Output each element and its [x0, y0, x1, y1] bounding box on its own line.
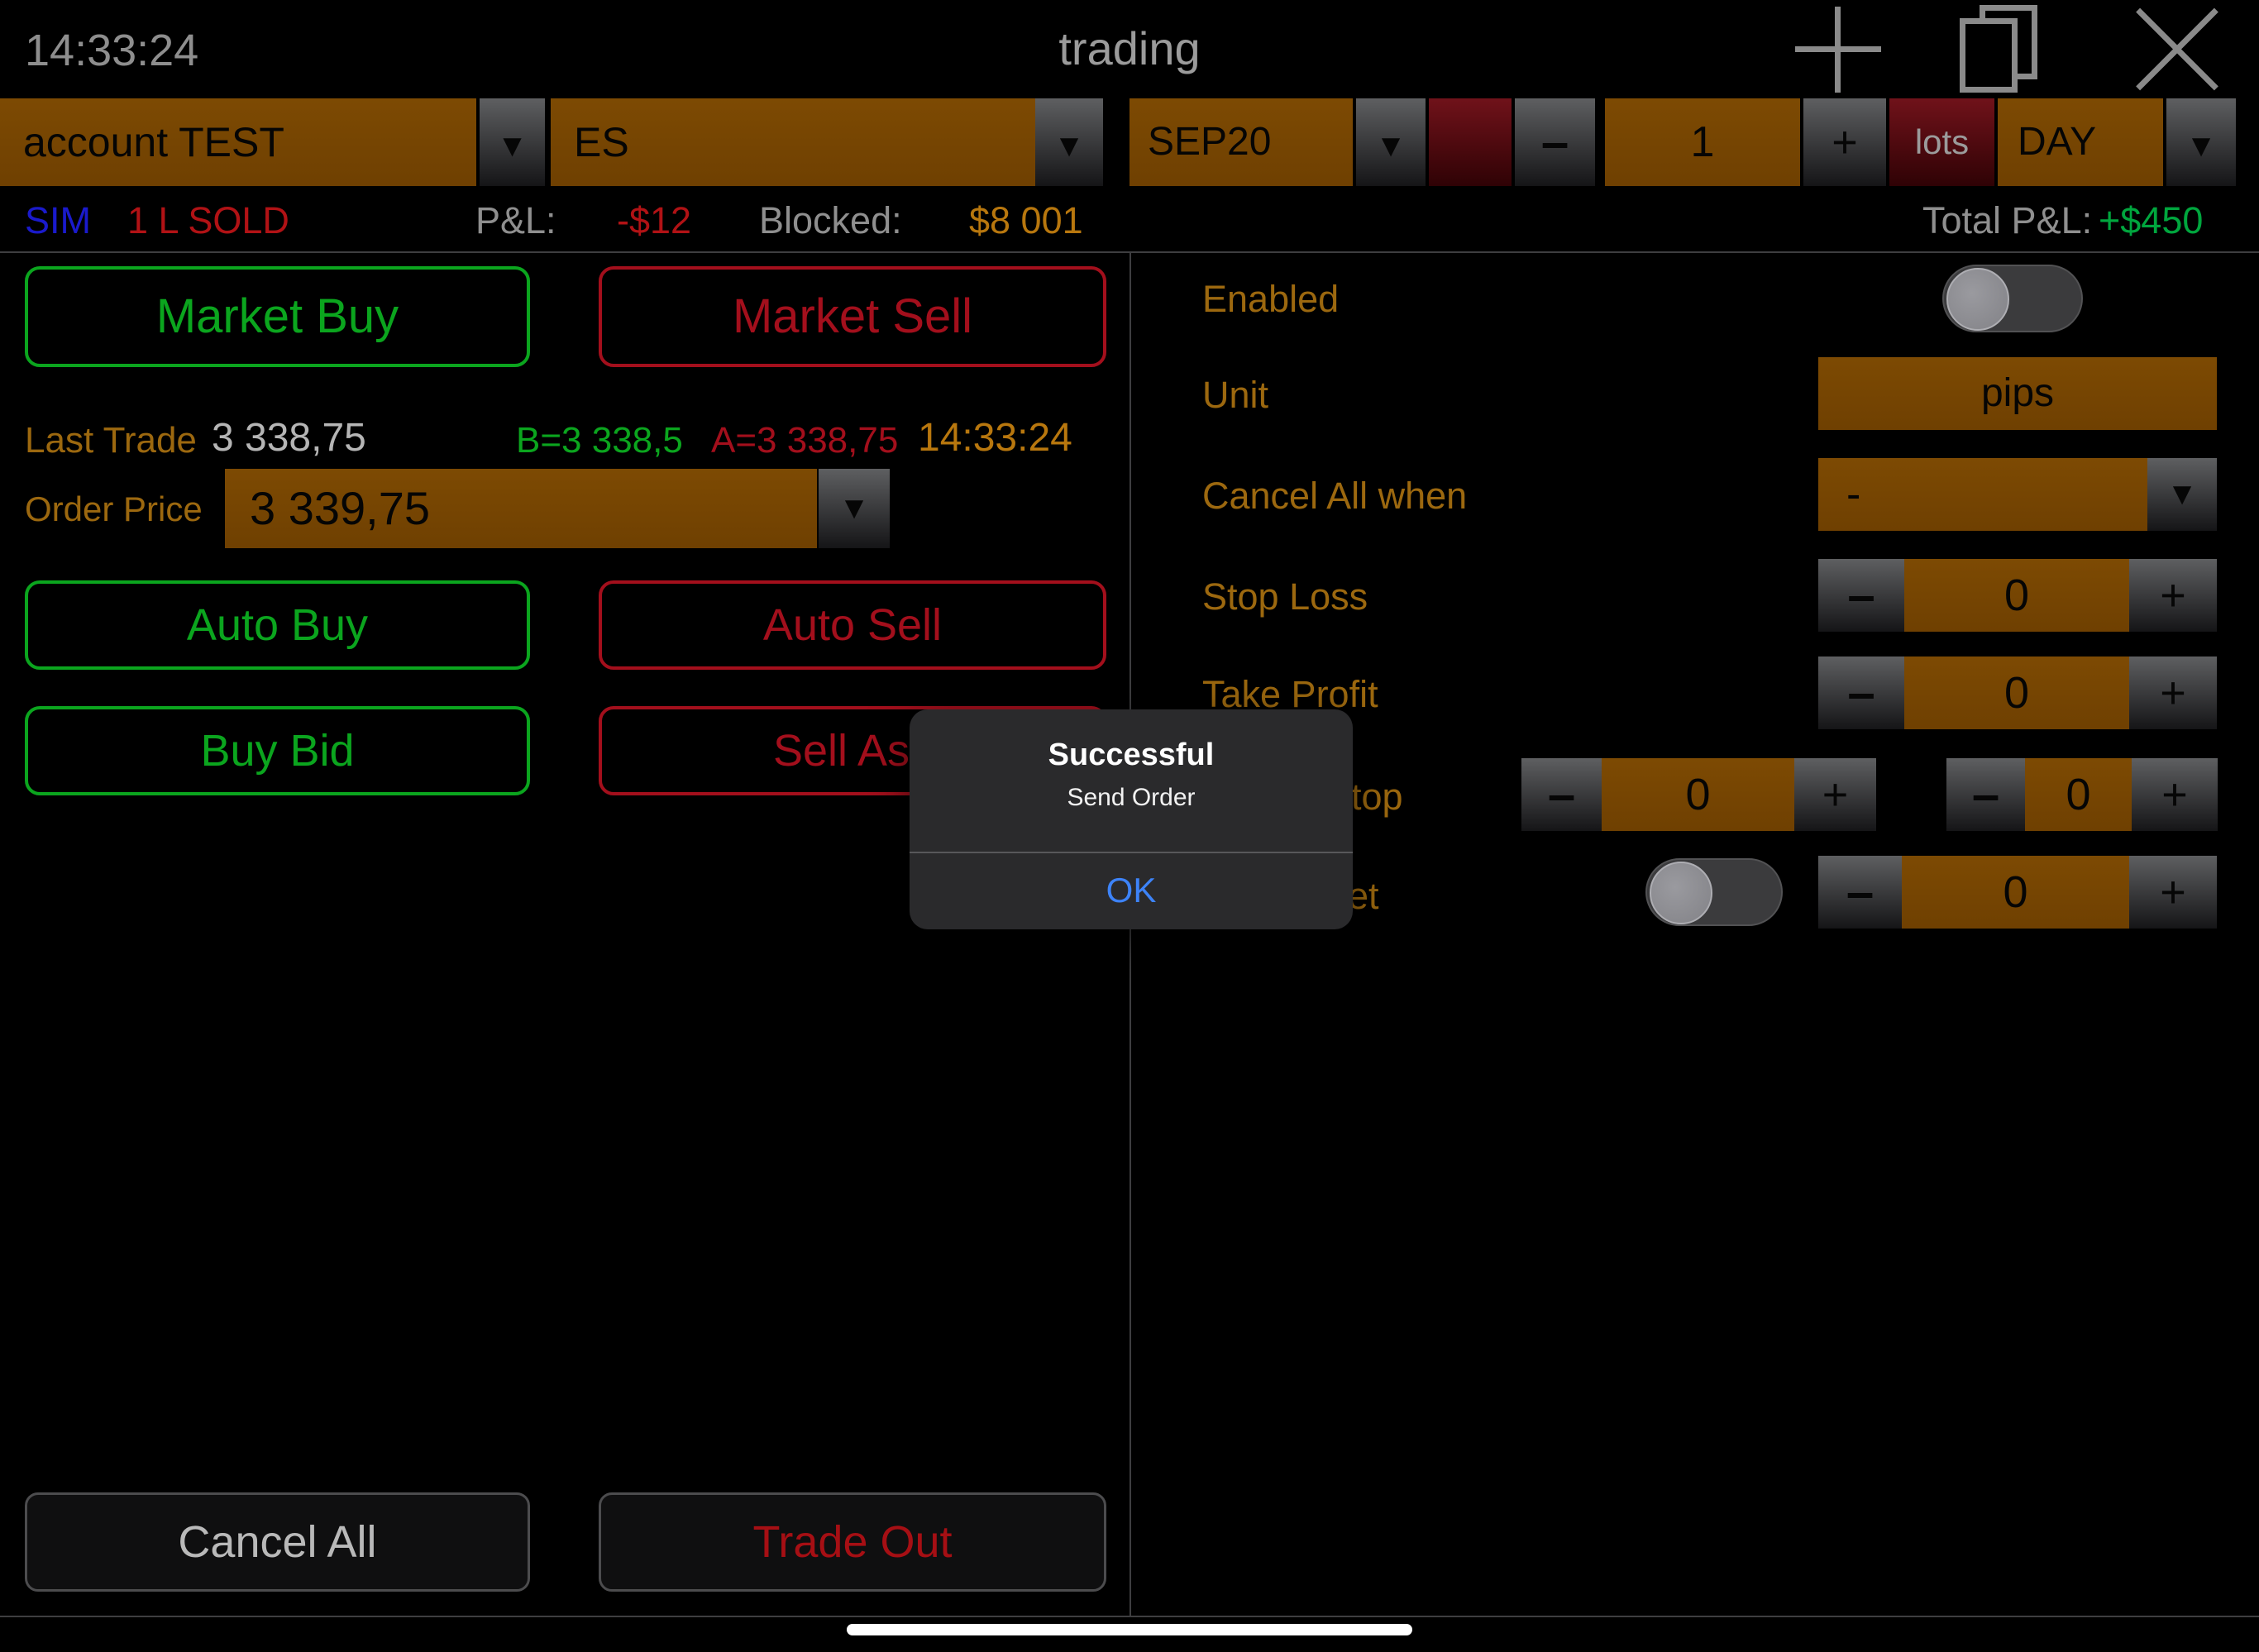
duplicate-window-icon[interactable] — [1956, 5, 2047, 94]
quote-time: 14:33:24 — [918, 416, 1072, 460]
dialog-title: Successful — [1048, 738, 1215, 772]
sim-badge: SIM — [25, 199, 92, 241]
plus-icon: + — [1822, 770, 1849, 819]
target-label-fragment: et — [1348, 875, 1379, 917]
minus-icon: – — [1847, 665, 1875, 720]
toggle-knob — [1650, 862, 1712, 924]
trailing-stop-label-fragment: top — [1351, 776, 1403, 818]
dropdown-arrow-icon: ▼ — [838, 491, 870, 526]
stop-loss-label: Stop Loss — [1202, 575, 1368, 618]
auto-buy-button[interactable]: Auto Buy — [25, 580, 530, 670]
dropdown-arrow-icon: ▼ — [2185, 129, 2217, 164]
plus-icon: + — [2160, 571, 2186, 620]
alert-dialog: Successful Send Order OK — [910, 709, 1353, 929]
plus-icon: + — [2160, 668, 2186, 718]
market-buy-button[interactable]: Market Buy — [25, 266, 530, 367]
contract-dropdown-button[interactable]: ▼ — [1356, 98, 1426, 186]
take-profit-plus-button[interactable]: + — [2129, 657, 2217, 729]
dropdown-arrow-icon: ▼ — [2166, 477, 2198, 512]
minus-icon: – — [1540, 114, 1569, 169]
dropdown-arrow-icon: ▼ — [1375, 129, 1407, 164]
minus-icon: – — [1846, 864, 1875, 919]
enabled-toggle[interactable] — [1942, 265, 2083, 332]
order-price-input[interactable]: 3 339,75 — [225, 469, 817, 548]
pnl-value: -$12 — [617, 199, 692, 241]
panel-divider — [1130, 253, 1131, 1617]
trade-out-button[interactable]: Trade Out — [599, 1492, 1106, 1592]
home-indicator[interactable] — [847, 1624, 1412, 1635]
trailing-stop-plus-button[interactable]: + — [1794, 758, 1876, 831]
trailing-step-plus-button[interactable]: + — [2132, 758, 2218, 831]
plus-icon[interactable] — [1793, 5, 1884, 94]
trailing-stop-value-1[interactable]: 0 — [1602, 758, 1794, 831]
ask-quote: A=3 338,75 — [711, 420, 899, 461]
clock: 14:33:24 — [25, 26, 199, 75]
dialog-divider — [910, 852, 1353, 853]
cancel-all-when-select[interactable]: - — [1818, 458, 2147, 531]
order-price-dropdown-button[interactable]: ▼ — [819, 469, 890, 548]
qty-plus-button[interactable]: + — [1803, 98, 1886, 186]
plus-icon: + — [1832, 117, 1858, 167]
close-icon[interactable] — [2132, 5, 2223, 94]
account-dropdown-button[interactable]: ▼ — [480, 98, 545, 186]
total-pnl-value: +$450 — [2099, 199, 2204, 241]
trailing-step-minus-button[interactable]: – — [1946, 758, 2025, 831]
dialog-message: Send Order — [1067, 784, 1196, 811]
take-profit-label: Take Profit — [1202, 673, 1378, 715]
horizontal-divider — [0, 251, 2259, 253]
minus-icon: – — [1971, 766, 2000, 822]
cancel-all-when-label: Cancel All when — [1202, 475, 1468, 517]
minus-icon: – — [1847, 567, 1875, 623]
unit-select[interactable]: pips — [1818, 357, 2217, 430]
target-minus-button[interactable]: – — [1818, 856, 1902, 929]
trailing-step-value[interactable]: 0 — [2025, 758, 2132, 831]
auto-sell-button[interactable]: Auto Sell — [599, 580, 1106, 670]
bid-quote: B=3 338,5 — [516, 420, 683, 461]
qty-value[interactable]: 1 — [1605, 98, 1800, 186]
take-profit-value[interactable]: 0 — [1904, 657, 2129, 729]
last-trade-value: 3 338,75 — [212, 416, 366, 460]
market-sell-button[interactable]: Market Sell — [599, 266, 1106, 367]
enabled-label: Enabled — [1202, 278, 1340, 320]
symbol-dropdown-button[interactable]: ▼ — [1035, 98, 1103, 186]
cancel-all-when-dropdown-button[interactable]: ▼ — [2147, 458, 2217, 531]
order-price-label: Order Price — [25, 489, 203, 528]
symbol-select[interactable]: ES — [551, 98, 1035, 186]
target-toggle[interactable] — [1645, 858, 1783, 926]
blocked-value: $8 001 — [969, 199, 1083, 241]
stop-loss-plus-button[interactable]: + — [2129, 559, 2217, 632]
plus-icon: + — [2161, 770, 2188, 819]
unit-label: Unit — [1202, 374, 1269, 416]
dropdown-arrow-icon: ▼ — [496, 129, 528, 164]
toggle-knob — [1946, 268, 2009, 331]
tif-dropdown-button[interactable]: ▼ — [2166, 98, 2236, 186]
take-profit-minus-button[interactable]: – — [1818, 657, 1904, 729]
tif-select[interactable]: DAY — [1998, 98, 2163, 186]
order-indicator-box — [1429, 98, 1512, 186]
plus-icon: + — [2160, 867, 2186, 917]
position-text: 1 L SOLD — [127, 199, 289, 241]
dialog-ok-button[interactable]: OK — [1106, 871, 1157, 910]
lots-label: lots — [1889, 98, 1994, 186]
last-trade-label: Last Trade — [25, 420, 197, 461]
target-plus-button[interactable]: + — [2129, 856, 2217, 929]
qty-minus-button[interactable]: – — [1515, 98, 1595, 186]
window-title: trading — [1058, 22, 1201, 74]
trailing-stop-minus-button[interactable]: – — [1521, 758, 1602, 831]
minus-icon: – — [1547, 766, 1576, 822]
dropdown-arrow-icon: ▼ — [1053, 129, 1085, 164]
contract-select[interactable]: SEP20 — [1130, 98, 1353, 186]
stop-loss-minus-button[interactable]: – — [1818, 559, 1904, 632]
buy-bid-button[interactable]: Buy Bid — [25, 706, 530, 795]
target-value[interactable]: 0 — [1902, 856, 2129, 929]
cancel-all-button[interactable]: Cancel All — [25, 1492, 530, 1592]
bottom-divider — [0, 1616, 2259, 1617]
blocked-label: Blocked: — [759, 199, 902, 241]
account-select[interactable]: account TEST — [0, 98, 476, 186]
pnl-label: P&L: — [475, 199, 556, 241]
total-pnl-label: Total P&L: — [1922, 199, 2093, 241]
stop-loss-value[interactable]: 0 — [1904, 559, 2129, 632]
